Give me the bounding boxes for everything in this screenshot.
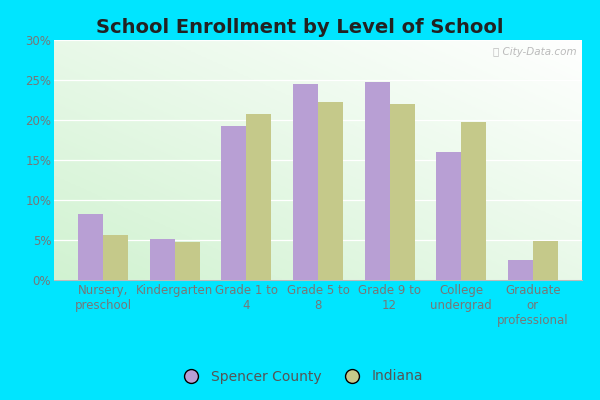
Bar [293,84,318,280]
Bar [78,214,103,280]
Bar [247,114,271,280]
Bar [533,241,558,280]
Bar [436,152,461,280]
Bar [389,104,415,280]
Bar [221,126,247,280]
Legend: Spencer County, Indiana: Spencer County, Indiana [172,364,428,389]
Bar [461,122,487,280]
Bar [318,102,343,280]
Text: School Enrollment by Level of School: School Enrollment by Level of School [96,18,504,37]
Bar [508,260,533,280]
Bar [365,82,389,280]
Bar [175,242,200,280]
Bar [103,235,128,280]
Bar [149,239,175,280]
Text: ⓘ City-Data.com: ⓘ City-Data.com [493,47,577,57]
